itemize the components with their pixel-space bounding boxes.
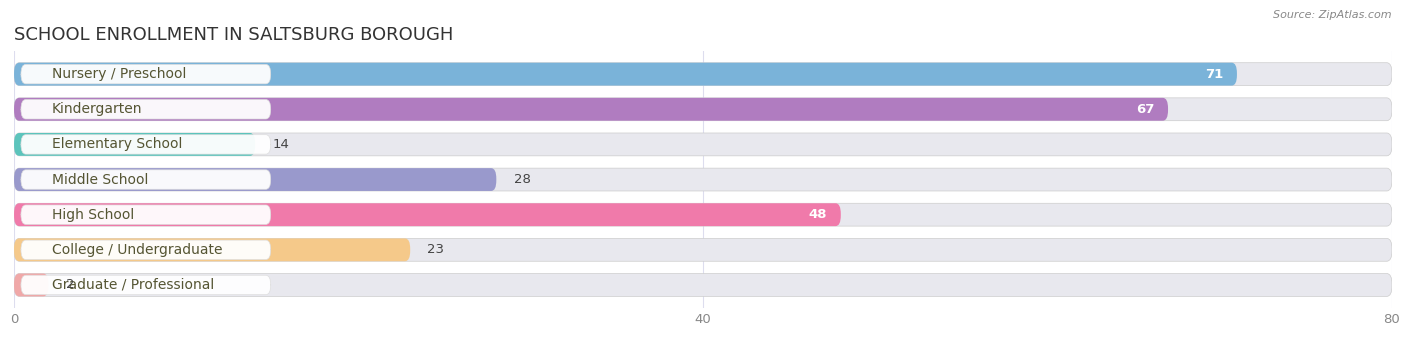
Text: SCHOOL ENROLLMENT IN SALTSBURG BOROUGH: SCHOOL ENROLLMENT IN SALTSBURG BOROUGH xyxy=(14,26,453,44)
FancyBboxPatch shape xyxy=(21,205,271,224)
Text: Kindergarten: Kindergarten xyxy=(52,102,142,116)
Text: High School: High School xyxy=(52,208,134,222)
Text: 14: 14 xyxy=(273,138,290,151)
Text: Elementary School: Elementary School xyxy=(52,137,183,152)
FancyBboxPatch shape xyxy=(14,63,1392,86)
FancyBboxPatch shape xyxy=(21,135,271,154)
Text: Graduate / Professional: Graduate / Professional xyxy=(52,278,214,292)
FancyBboxPatch shape xyxy=(21,100,271,119)
FancyBboxPatch shape xyxy=(21,170,271,189)
Text: 23: 23 xyxy=(427,243,444,256)
Text: Middle School: Middle School xyxy=(52,173,148,186)
FancyBboxPatch shape xyxy=(14,133,1392,156)
Text: 67: 67 xyxy=(1136,103,1154,116)
FancyBboxPatch shape xyxy=(14,203,841,226)
FancyBboxPatch shape xyxy=(21,275,271,295)
Text: 71: 71 xyxy=(1205,68,1223,81)
FancyBboxPatch shape xyxy=(14,238,1392,261)
Text: 48: 48 xyxy=(808,208,827,221)
FancyBboxPatch shape xyxy=(21,240,271,260)
FancyBboxPatch shape xyxy=(14,274,48,297)
FancyBboxPatch shape xyxy=(14,274,1392,297)
FancyBboxPatch shape xyxy=(21,64,271,84)
FancyBboxPatch shape xyxy=(14,203,1392,226)
FancyBboxPatch shape xyxy=(14,238,411,261)
FancyBboxPatch shape xyxy=(14,98,1168,121)
FancyBboxPatch shape xyxy=(14,168,496,191)
Text: 28: 28 xyxy=(513,173,530,186)
FancyBboxPatch shape xyxy=(14,133,256,156)
Text: Nursery / Preschool: Nursery / Preschool xyxy=(52,67,187,81)
FancyBboxPatch shape xyxy=(14,98,1392,121)
Text: 2: 2 xyxy=(66,278,75,291)
Text: Source: ZipAtlas.com: Source: ZipAtlas.com xyxy=(1274,10,1392,20)
FancyBboxPatch shape xyxy=(14,168,1392,191)
FancyBboxPatch shape xyxy=(14,63,1237,86)
Text: College / Undergraduate: College / Undergraduate xyxy=(52,243,222,257)
